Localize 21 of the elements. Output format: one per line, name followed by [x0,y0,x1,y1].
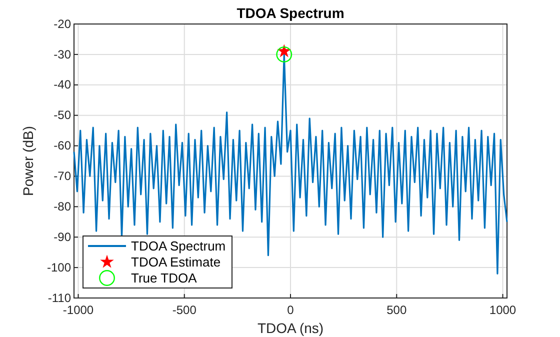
x-tick-label: -1000 [62,303,94,318]
x-axis-title: TDOA (ns) [257,320,324,336]
y-tick-label: -110 [48,290,72,305]
y-tick-label: -70 [54,169,72,184]
legend-label: True TDOA [131,270,198,286]
chart-title: TDOA Spectrum [236,5,344,21]
y-tick-label: -20 [54,16,72,31]
y-tick-label: -40 [54,78,72,92]
y-tick-label: -30 [54,47,72,62]
legend-label: TDOA Spectrum [131,238,226,254]
x-tick-label: 1000 [489,303,516,318]
y-tick-label: -60 [54,138,72,153]
x-tick-label: 0 [287,303,294,318]
x-tick-label: 500 [386,303,407,318]
y-axis-title: Power (dB) [20,126,36,196]
y-tick-label: -80 [54,200,72,214]
legend-label: TDOA Estimate [131,254,221,270]
x-tick-label: -500 [172,303,197,318]
y-tick-label: -90 [54,230,72,244]
y-tick-label: -100 [46,260,72,274]
y-tick-label: -50 [54,108,72,122]
